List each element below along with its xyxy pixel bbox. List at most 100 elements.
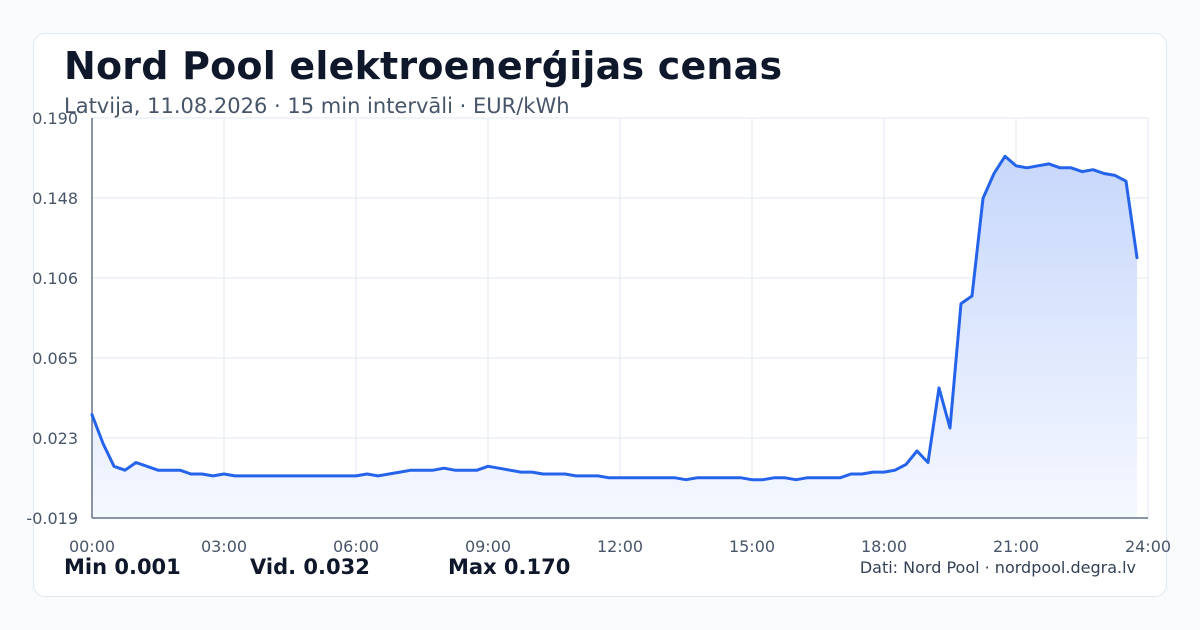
price-point: [443, 467, 445, 469]
price-point: [146, 465, 148, 467]
y-tick-labels: 0.190 0.148 0.106 0.065 0.023 -0.019: [26, 109, 78, 528]
price-point: [1026, 167, 1028, 169]
price-point: [806, 477, 808, 479]
y-tick-label: 0.023: [32, 429, 78, 448]
y-tick-label: 0.148: [32, 189, 78, 208]
price-point: [916, 450, 918, 452]
price-point: [256, 475, 258, 477]
price-point: [1070, 167, 1072, 169]
price-point: [861, 473, 863, 475]
price-point: [454, 469, 456, 471]
price-point: [1015, 165, 1017, 167]
price-point: [949, 427, 951, 429]
price-point: [388, 473, 390, 475]
price-point: [179, 469, 181, 471]
price-point: [960, 302, 962, 304]
x-tick-label: 18:00: [861, 537, 907, 556]
stat-max: Max 0.170: [448, 555, 571, 579]
price-point: [377, 475, 379, 477]
price-line: [90, 154, 1139, 482]
price-point: [938, 387, 940, 389]
price-point: [157, 469, 159, 471]
price-point: [531, 471, 533, 473]
price-point: [1048, 163, 1050, 165]
x-tick-label: 09:00: [465, 537, 511, 556]
price-point: [399, 471, 401, 473]
price-point: [707, 477, 709, 479]
price-point: [520, 471, 522, 473]
price-point: [542, 473, 544, 475]
price-point: [685, 479, 687, 481]
price-point: [212, 475, 214, 477]
price-point: [751, 479, 753, 481]
price-point: [245, 475, 247, 477]
price-point: [1081, 170, 1083, 172]
price-point: [773, 477, 775, 479]
price-point: [905, 463, 907, 465]
price-series: [90, 154, 1139, 482]
price-point: [124, 469, 126, 471]
price-point: [1037, 165, 1039, 167]
price-point: [135, 461, 137, 463]
price-point: [795, 479, 797, 481]
price-point: [993, 172, 995, 174]
price-point: [1125, 180, 1127, 182]
x-tick-label: 00:00: [69, 537, 115, 556]
price-point: [267, 475, 269, 477]
price-point: [1004, 155, 1006, 157]
chart-title: Nord Pool elektroenerģijas cenas: [64, 44, 783, 88]
y-tick-label: 0.190: [32, 109, 78, 128]
price-point: [190, 473, 192, 475]
price-point: [872, 471, 874, 473]
price-point: [333, 475, 335, 477]
price-point: [487, 465, 489, 467]
price-point: [608, 477, 610, 479]
x-tick-label: 03:00: [201, 537, 247, 556]
price-point: [91, 414, 93, 416]
price-point: [234, 475, 236, 477]
price-point: [311, 475, 313, 477]
price-point: [729, 477, 731, 479]
price-point: [586, 475, 588, 477]
price-point: [465, 469, 467, 471]
price-point: [619, 477, 621, 479]
x-tick-label: 24:00: [1125, 537, 1171, 556]
price-point: [421, 469, 423, 471]
price-point: [553, 473, 555, 475]
stat-min: Min 0.001: [64, 555, 181, 579]
y-tick-label: 0.106: [32, 269, 78, 288]
y-tick-label: 0.065: [32, 349, 78, 368]
price-point: [223, 473, 225, 475]
price-point: [366, 473, 368, 475]
x-tick-label: 12:00: [597, 537, 643, 556]
price-point: [927, 461, 929, 463]
price-point: [718, 477, 720, 479]
price-point: [839, 477, 841, 479]
price-point: [432, 469, 434, 471]
price-point: [817, 477, 819, 479]
price-point: [894, 469, 896, 471]
data-source: Dati: Nord Pool · nordpool.degra.lv: [859, 558, 1136, 577]
x-tick-label: 21:00: [993, 537, 1039, 556]
price-point: [1114, 174, 1116, 176]
price-point: [355, 475, 357, 477]
price-point: [828, 477, 830, 479]
price-point: [102, 442, 104, 444]
price-point: [564, 473, 566, 475]
area-fill: [92, 156, 1137, 519]
price-point: [762, 479, 764, 481]
price-point: [1136, 257, 1138, 259]
price-point: [113, 465, 115, 467]
price-point: [498, 467, 500, 469]
price-point: [476, 469, 478, 471]
price-point: [784, 477, 786, 479]
stat-average: Vid. 0.032: [250, 555, 370, 579]
price-area: [92, 156, 1137, 519]
x-tick-labels: 00:00 03:00 06:00 09:00 12:00 15:00 18:00 21:00…: [69, 537, 1171, 556]
price-point: [663, 477, 665, 479]
price-point: [575, 475, 577, 477]
price-point: [597, 475, 599, 477]
price-point: [509, 469, 511, 471]
price-point: [289, 475, 291, 477]
